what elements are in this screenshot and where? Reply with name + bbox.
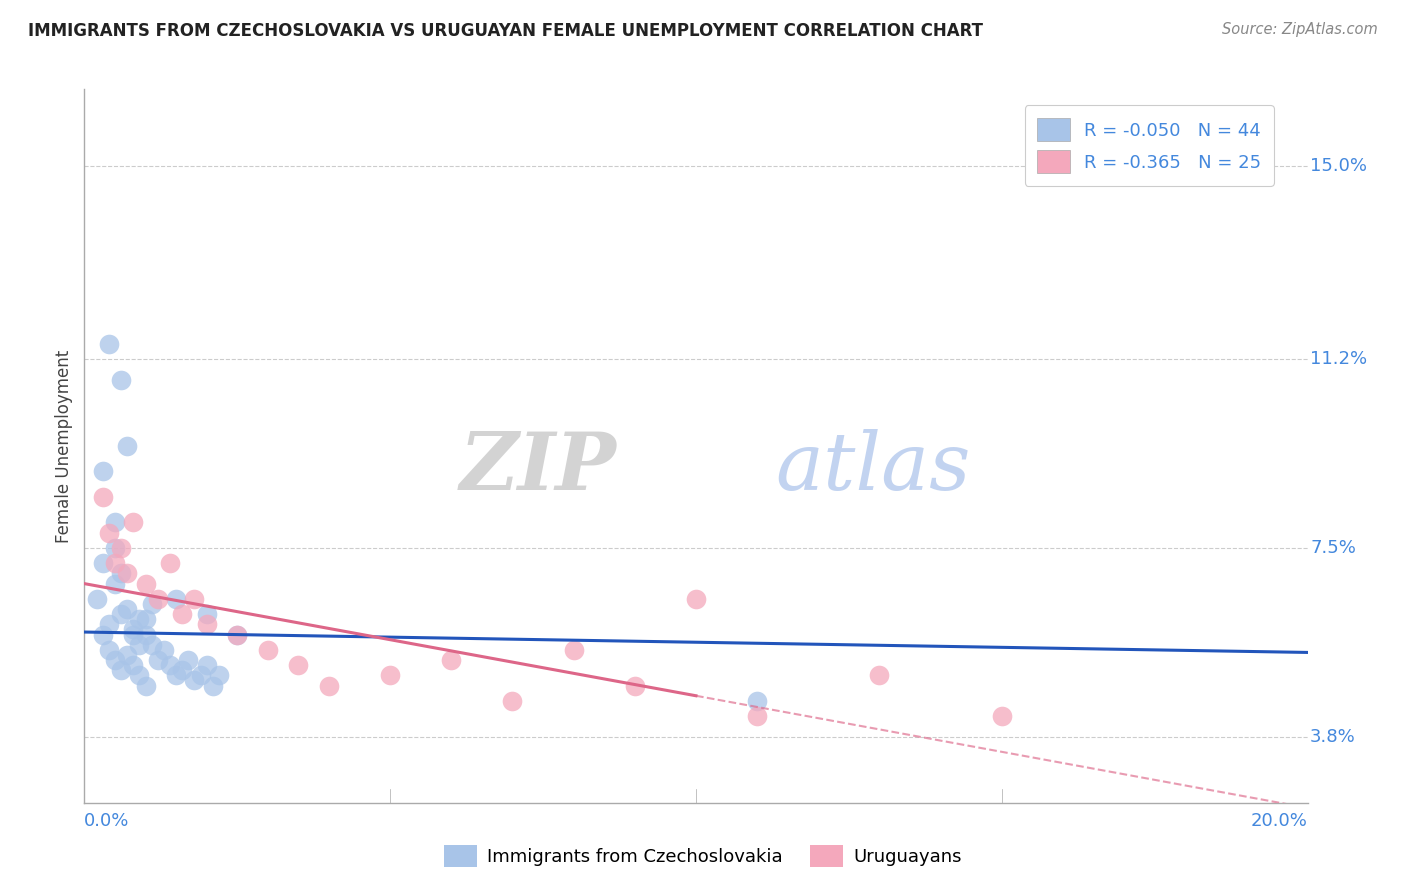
Point bbox=[141, 638, 163, 652]
Legend: Immigrants from Czechoslovakia, Uruguayans: Immigrants from Czechoslovakia, Uruguaya… bbox=[437, 838, 969, 874]
Point bbox=[115, 566, 138, 581]
Point bbox=[91, 627, 114, 641]
Point bbox=[122, 658, 145, 673]
Point bbox=[165, 668, 187, 682]
Point bbox=[115, 439, 138, 453]
Text: atlas: atlas bbox=[776, 429, 972, 506]
Point bbox=[104, 541, 127, 555]
Point bbox=[172, 663, 194, 677]
Text: 3.8%: 3.8% bbox=[1310, 728, 1355, 746]
Point bbox=[195, 658, 218, 673]
Text: 11.2%: 11.2% bbox=[1310, 351, 1367, 368]
Point bbox=[115, 602, 138, 616]
Point bbox=[747, 694, 769, 708]
Point bbox=[122, 623, 145, 637]
Point bbox=[195, 617, 218, 632]
Point bbox=[141, 597, 163, 611]
Point bbox=[104, 556, 127, 570]
Text: Source: ZipAtlas.com: Source: ZipAtlas.com bbox=[1222, 22, 1378, 37]
Point bbox=[128, 612, 150, 626]
Point bbox=[869, 668, 891, 682]
Point bbox=[257, 643, 280, 657]
Text: ZIP: ZIP bbox=[460, 429, 616, 506]
Point bbox=[110, 663, 132, 677]
Point bbox=[440, 653, 463, 667]
Point bbox=[97, 643, 120, 657]
Point bbox=[226, 627, 249, 641]
Point bbox=[562, 643, 585, 657]
Point bbox=[91, 556, 114, 570]
Point bbox=[110, 541, 132, 555]
Point bbox=[135, 627, 157, 641]
Point bbox=[135, 612, 157, 626]
Point bbox=[104, 653, 127, 667]
Point bbox=[115, 648, 138, 662]
Text: 0.0%: 0.0% bbox=[84, 812, 129, 830]
Point bbox=[183, 673, 205, 688]
Point bbox=[153, 643, 176, 657]
Point bbox=[747, 709, 769, 723]
Point bbox=[159, 658, 181, 673]
Point bbox=[624, 679, 647, 693]
Point bbox=[128, 638, 150, 652]
Point bbox=[135, 679, 157, 693]
Point bbox=[380, 668, 402, 682]
Point bbox=[195, 607, 218, 622]
Legend: R = -0.050   N = 44, R = -0.365   N = 25: R = -0.050 N = 44, R = -0.365 N = 25 bbox=[1025, 105, 1274, 186]
Point bbox=[165, 591, 187, 606]
Text: 15.0%: 15.0% bbox=[1310, 157, 1367, 175]
Point bbox=[208, 668, 231, 682]
Point bbox=[122, 627, 145, 641]
Text: 7.5%: 7.5% bbox=[1310, 539, 1355, 557]
Point bbox=[183, 591, 205, 606]
Point bbox=[991, 709, 1014, 723]
Point bbox=[110, 566, 132, 581]
Point bbox=[201, 679, 224, 693]
Point bbox=[122, 516, 145, 530]
Point bbox=[226, 627, 249, 641]
Point bbox=[97, 337, 120, 351]
Point bbox=[159, 556, 181, 570]
Point bbox=[287, 658, 309, 673]
Text: IMMIGRANTS FROM CZECHOSLOVAKIA VS URUGUAYAN FEMALE UNEMPLOYMENT CORRELATION CHAR: IMMIGRANTS FROM CZECHOSLOVAKIA VS URUGUA… bbox=[28, 22, 983, 40]
Point bbox=[172, 607, 194, 622]
Point bbox=[146, 653, 169, 667]
Point bbox=[104, 576, 127, 591]
Point bbox=[97, 525, 120, 540]
Point bbox=[91, 490, 114, 504]
Point bbox=[97, 617, 120, 632]
Y-axis label: Female Unemployment: Female Unemployment bbox=[55, 350, 73, 542]
Point bbox=[110, 373, 132, 387]
Point bbox=[502, 694, 524, 708]
Point bbox=[91, 465, 114, 479]
Point bbox=[146, 591, 169, 606]
Point bbox=[318, 679, 340, 693]
Point bbox=[685, 591, 707, 606]
Point bbox=[110, 607, 132, 622]
Point bbox=[104, 516, 127, 530]
Point bbox=[86, 591, 108, 606]
Point bbox=[177, 653, 200, 667]
Text: 20.0%: 20.0% bbox=[1251, 812, 1308, 830]
Point bbox=[135, 576, 157, 591]
Point bbox=[128, 668, 150, 682]
Point bbox=[190, 668, 212, 682]
